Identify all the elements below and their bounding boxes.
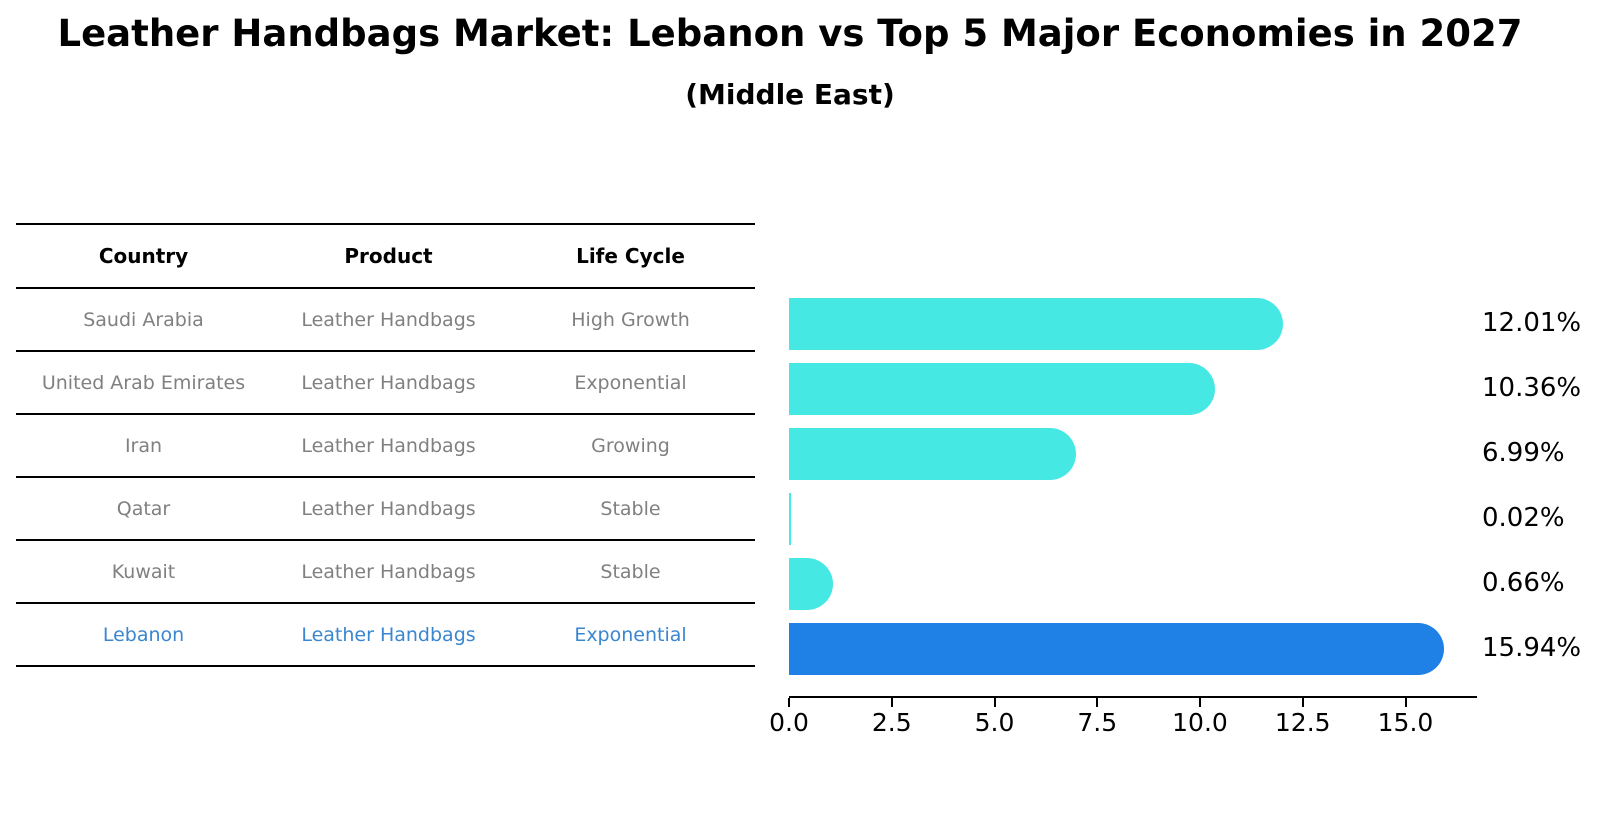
x-axis-tick-label: 15.0 <box>1377 708 1434 737</box>
x-axis-tick <box>1404 698 1407 707</box>
x-axis-tick <box>1096 698 1099 707</box>
bar-iran <box>789 428 1076 480</box>
cell-country: Kuwait <box>111 560 176 583</box>
bar-lebanon <box>789 623 1444 675</box>
cell-product: Leather Handbags <box>301 308 476 331</box>
cell-country: Lebanon <box>102 623 185 646</box>
table-row: Kuwait Leather Handbags Stable <box>16 541 755 604</box>
table-body: Saudi Arabia Leather Handbags High Growth U… <box>16 289 755 667</box>
bar-qatar <box>789 493 791 545</box>
bar-kuwait <box>789 558 833 610</box>
x-axis-tick-label: 7.5 <box>1077 708 1118 737</box>
x-axis-spine <box>789 696 1477 698</box>
column-header-product: Product <box>344 244 433 268</box>
x-axis-tick-label: 0.0 <box>769 708 809 737</box>
cell-life-cycle: Growing <box>591 434 670 457</box>
cell-product: Leather Handbags <box>301 497 476 520</box>
table-row: Saudi Arabia Leather Handbags High Growth <box>16 289 755 352</box>
x-axis-tick <box>890 698 893 707</box>
column-header-life-cycle: Life Cycle <box>576 244 685 268</box>
column-header-country: Country <box>98 244 189 268</box>
bar-value-label: 12.01% <box>1482 308 1582 338</box>
bar-united-arab-emirates <box>789 363 1215 415</box>
data-table: Country Product Life Cycle Saudi Arabia L… <box>16 223 755 667</box>
cell-country: Iran <box>124 434 163 457</box>
x-axis-tick <box>1199 698 1201 707</box>
cell-life-cycle: High Growth <box>571 308 690 331</box>
x-axis-tick-label: 5.0 <box>974 708 1015 737</box>
bar-value-label: 6.99% <box>1482 438 1565 468</box>
table-row: Iran Leather Handbags Growing <box>16 415 755 478</box>
bar-saudi-arabia <box>789 298 1283 350</box>
table-row: Qatar Leather Handbags Stable <box>16 478 755 541</box>
x-axis-tick <box>993 698 996 707</box>
cell-country: Qatar <box>116 497 171 520</box>
cell-product: Leather Handbags <box>301 560 476 583</box>
cell-life-cycle: Exponential <box>574 371 687 394</box>
bar-value-label: 0.02% <box>1482 503 1565 533</box>
table-row: United Arab Emirates Leather Handbags Expo… <box>16 352 755 415</box>
cell-life-cycle: Stable <box>600 497 661 520</box>
table-row: Lebanon Leather Handbags Exponential <box>16 604 755 667</box>
bar-value-label: 10.36% <box>1482 373 1582 403</box>
bar-value-label: 15.94% <box>1482 633 1582 663</box>
cell-country: Saudi Arabia <box>83 308 204 331</box>
page-subtitle: (Middle East) <box>685 78 895 111</box>
cell-product: Leather Handbags <box>301 623 476 646</box>
x-axis-tick <box>1301 698 1304 707</box>
cell-product: Leather Handbags <box>301 434 476 457</box>
table-header-row: Country Product Life Cycle <box>16 225 755 289</box>
cell-country: United Arab Emirates <box>41 371 246 394</box>
bar-value-label: 0.66% <box>1482 568 1565 598</box>
x-axis-tick-label: 12.5 <box>1274 708 1331 737</box>
x-axis-tick-label: 2.5 <box>871 708 912 737</box>
x-axis-tick <box>788 698 790 707</box>
x-axis-tick-label: 10.0 <box>1172 708 1228 737</box>
cell-life-cycle: Stable <box>600 560 661 583</box>
page-title: Leather Handbags Market: Lebanon vs Top … <box>57 12 1523 55</box>
cell-product: Leather Handbags <box>301 371 476 394</box>
cell-life-cycle: Exponential <box>574 623 687 646</box>
